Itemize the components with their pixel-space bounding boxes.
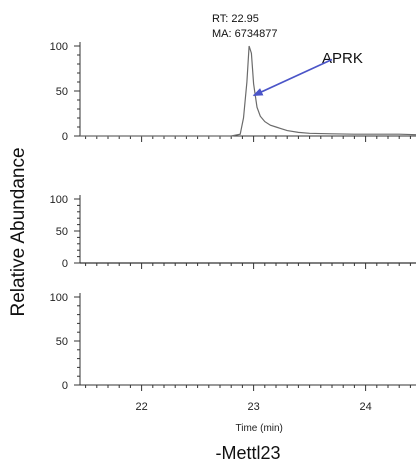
x-tick-label: 23 — [247, 401, 259, 413]
panel-3: 0 50 100 22 23 24 — [50, 292, 416, 413]
panel-2: 0 50 100 — [50, 194, 416, 270]
x-tick-label: 24 — [359, 401, 371, 413]
panels-layer: 0 50 100 RT: 22.95 MA: 6734877 APRK 0 50 100 0 50 1… — [50, 13, 417, 413]
panel-2-y-tick-label: 50 — [56, 226, 68, 238]
panel-2-y-tick-label: 0 — [62, 258, 68, 270]
panel-2-y-tick-label: 100 — [50, 194, 68, 206]
panel-1-trace-1 — [80, 45, 417, 137]
figure-caption: -Mettl23 — [215, 443, 280, 463]
x-tick-label: 22 — [135, 401, 147, 413]
peak-name-label: APRK — [322, 50, 363, 67]
panel-1: 0 50 100 RT: 22.95 MA: 6734877 APRK — [50, 13, 417, 143]
panel-1-y-tick-label: 50 — [56, 86, 68, 98]
panel-3-y-tick-label: 100 — [50, 292, 68, 304]
x-axis-title: Time (min) — [235, 423, 282, 434]
panel-3-y-tick-label: 0 — [62, 380, 68, 392]
panel-3-y-tick-label: 50 — [56, 336, 68, 348]
panel-1-y-tick-label: 100 — [50, 41, 68, 53]
panel-1-y-tick-label: 0 — [62, 131, 68, 143]
mass-area-label: MA: 6734877 — [212, 28, 277, 40]
y-axis-title: Relative Abundance — [8, 147, 29, 316]
retention-time-label: RT: 22.95 — [212, 13, 259, 25]
peak-arrow — [252, 58, 333, 97]
